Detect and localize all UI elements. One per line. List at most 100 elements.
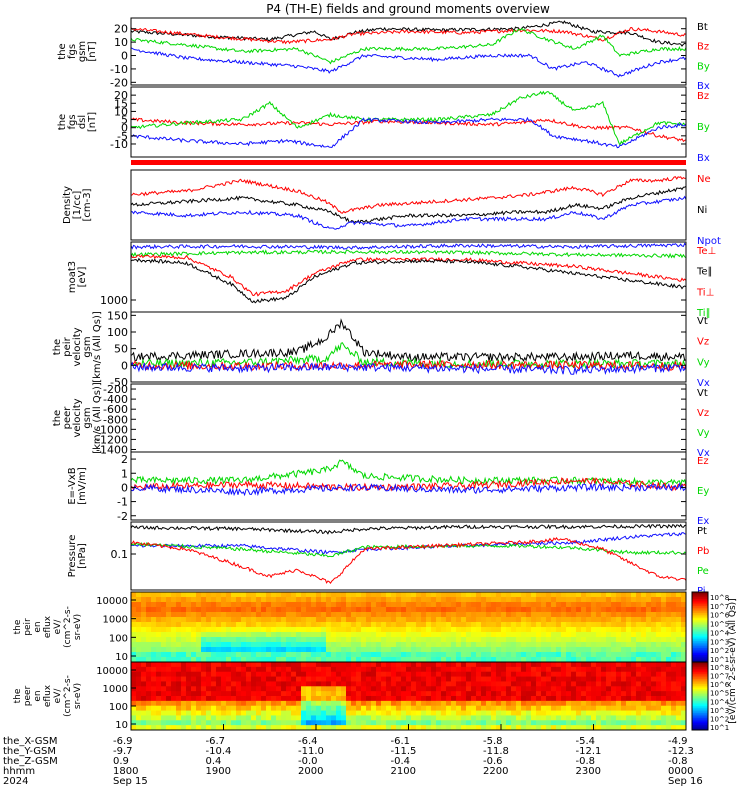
heatmap-cell bbox=[141, 700, 147, 707]
heatmap-cell bbox=[551, 696, 557, 702]
heatmap-cell bbox=[586, 617, 592, 623]
heatmap-cell bbox=[451, 720, 457, 726]
heatmap-cell bbox=[191, 666, 197, 673]
heatmap-cell bbox=[471, 686, 477, 692]
heatmap-cell bbox=[191, 720, 197, 726]
heatmap-cell bbox=[236, 676, 242, 682]
legend-label: Ti∥ bbox=[696, 308, 711, 319]
heatmap-cell bbox=[371, 671, 377, 677]
heatmap-cell bbox=[256, 691, 262, 697]
heatmap-cell bbox=[376, 686, 382, 692]
heatmap-cell bbox=[641, 705, 647, 711]
heatmap-cell bbox=[141, 686, 147, 692]
heatmap-cell bbox=[136, 627, 142, 633]
heatmap-cell bbox=[176, 607, 182, 613]
heatmap-cell bbox=[661, 612, 667, 618]
heatmap-cell bbox=[321, 607, 327, 613]
heatmap-cell bbox=[131, 725, 137, 731]
heatmap-cell bbox=[566, 602, 572, 608]
heatmap-cell bbox=[241, 612, 247, 618]
heatmap-cell bbox=[366, 696, 372, 702]
heatmap-cell bbox=[291, 607, 297, 613]
heatmap-cell bbox=[316, 612, 322, 618]
y-tick-label: -400 bbox=[103, 393, 128, 406]
heatmap-cell bbox=[446, 642, 452, 648]
x-tick-value: -9.7 bbox=[113, 746, 133, 757]
heatmap-cell bbox=[536, 691, 542, 697]
heatmap-cell bbox=[171, 602, 177, 608]
heatmap-cell bbox=[171, 657, 177, 663]
heatmap-cell bbox=[606, 642, 612, 648]
heatmap-cell bbox=[466, 637, 472, 643]
heatmap-cell bbox=[411, 686, 417, 692]
heatmap-cell bbox=[131, 607, 137, 613]
heatmap-cell bbox=[531, 662, 537, 668]
heatmap-cell bbox=[661, 657, 667, 663]
heatmap-cell bbox=[616, 637, 622, 643]
heatmap-cell bbox=[401, 686, 407, 692]
heatmap-cell bbox=[171, 691, 177, 697]
heatmap-cell bbox=[181, 710, 187, 716]
heatmap-cell bbox=[391, 725, 397, 731]
heatmap-cell bbox=[416, 592, 422, 598]
heatmap-cell bbox=[681, 681, 687, 687]
heatmap-cell bbox=[401, 705, 407, 711]
series-line-Ti∥ bbox=[131, 249, 686, 259]
heatmap-cell bbox=[361, 642, 367, 648]
heatmap-cell bbox=[521, 637, 527, 643]
heatmap-cell bbox=[341, 700, 347, 707]
heatmap-cell bbox=[306, 662, 312, 668]
heatmap-cell bbox=[501, 637, 507, 643]
heatmap-cell bbox=[506, 725, 512, 731]
heatmap-cell bbox=[681, 691, 687, 697]
heatmap-cell bbox=[271, 710, 277, 716]
heatmap-cell bbox=[451, 725, 457, 731]
heatmap-cell bbox=[531, 681, 537, 687]
heatmap-cell bbox=[136, 676, 142, 682]
x-tick-value: -0.8 bbox=[576, 756, 596, 767]
heatmap-cell bbox=[416, 671, 422, 677]
heatmap-cell bbox=[276, 657, 282, 663]
heatmap-cell bbox=[131, 622, 137, 628]
heatmap-cell bbox=[651, 627, 657, 633]
heatmap-cell bbox=[656, 657, 662, 663]
heatmap-cell bbox=[651, 725, 657, 731]
heatmap-cell bbox=[466, 662, 472, 668]
heatmap-cell bbox=[661, 720, 667, 726]
heatmap-cell bbox=[641, 691, 647, 697]
heatmap-cell bbox=[436, 617, 442, 623]
heatmap-cell bbox=[141, 642, 147, 648]
heatmap-cell bbox=[571, 676, 577, 682]
heatmap-cell bbox=[471, 725, 477, 731]
heatmap-cell bbox=[606, 715, 612, 721]
heatmap-cell bbox=[621, 617, 627, 623]
heatmap-cell bbox=[661, 686, 667, 692]
heatmap-cell bbox=[361, 696, 367, 702]
heatmap-cell bbox=[661, 691, 667, 697]
heatmap-cell bbox=[586, 622, 592, 628]
heatmap-cell bbox=[586, 705, 592, 711]
heatmap-cell bbox=[666, 666, 672, 673]
heatmap-cell bbox=[491, 666, 497, 673]
heatmap-cell bbox=[226, 700, 232, 707]
heatmap-cell bbox=[341, 691, 347, 697]
heatmap-cell bbox=[566, 597, 572, 603]
heatmap-cell bbox=[161, 720, 167, 726]
heatmap-cell bbox=[511, 597, 517, 603]
heatmap-cell bbox=[671, 637, 677, 643]
heatmap-cell bbox=[171, 647, 177, 653]
heatmap-cell bbox=[351, 617, 357, 623]
heatmap-cell bbox=[211, 686, 217, 692]
heatmap-cell bbox=[376, 666, 382, 673]
heatmap-cell bbox=[506, 662, 512, 668]
heatmap-cell bbox=[486, 642, 492, 648]
heatmap-cell bbox=[496, 637, 502, 643]
heatmap-cell bbox=[141, 637, 147, 643]
heatmap-cell bbox=[456, 637, 462, 643]
heatmap-cell bbox=[236, 700, 242, 707]
heatmap-cell bbox=[211, 597, 217, 603]
heatmap-cell bbox=[251, 705, 257, 711]
heatmap-cell bbox=[451, 696, 457, 702]
heatmap-cell bbox=[566, 725, 572, 731]
heatmap-cell bbox=[526, 592, 532, 598]
